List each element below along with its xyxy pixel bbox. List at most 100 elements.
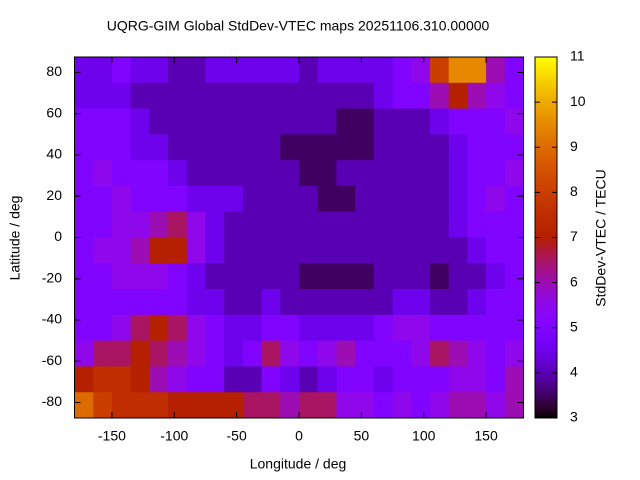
heatmap-cell <box>373 392 394 419</box>
heatmap-cell <box>486 392 506 419</box>
heatmap-cell <box>242 82 263 110</box>
heatmap-cell <box>486 82 506 110</box>
heatmap-cell <box>373 263 394 290</box>
heatmap-cell <box>504 366 524 393</box>
heatmap-cell <box>299 366 319 393</box>
heatmap-cell <box>429 185 450 213</box>
heatmap-cell <box>261 82 281 110</box>
colorbar-tick-label: 9 <box>570 138 578 154</box>
heatmap-cell <box>486 134 506 161</box>
heatmap-cell <box>205 340 225 367</box>
chart-title: UQRG-GIM Global StdDev-VTEC maps 2025110… <box>107 18 490 34</box>
heatmap-cell <box>467 340 487 367</box>
heatmap-cell <box>149 57 169 84</box>
heatmap-cell <box>168 185 188 213</box>
heatmap-cell <box>205 263 225 290</box>
heatmap-cell <box>186 185 206 213</box>
heatmap-cell <box>130 108 150 135</box>
heatmap-cell <box>149 263 169 290</box>
heatmap-cell <box>504 392 524 419</box>
heatmap-cell <box>280 314 300 342</box>
heatmap-cell <box>299 340 319 367</box>
heatmap-cell <box>355 263 375 290</box>
heatmap-cell <box>224 263 244 290</box>
heatmap-cell <box>429 366 450 393</box>
heatmap-cell <box>467 134 487 161</box>
y-tick-label: -80 <box>42 393 62 409</box>
heatmap-cell <box>299 263 319 290</box>
heatmap-cell <box>242 392 263 419</box>
heatmap-cell <box>448 314 468 342</box>
heatmap-cell <box>261 185 281 213</box>
heatmap-cell <box>261 289 281 316</box>
heatmap-cell <box>168 263 188 290</box>
heatmap-cell <box>149 392 169 419</box>
heatmap-cell <box>224 340 244 367</box>
heatmap-cell <box>373 289 394 316</box>
heatmap-cell <box>111 366 132 393</box>
heatmap-cell <box>93 237 113 264</box>
colorbar-tick-label: 10 <box>570 93 586 109</box>
heatmap-cell <box>149 314 169 342</box>
heatmap-cell <box>168 366 188 393</box>
heatmap-cell <box>168 82 188 110</box>
heatmap-cell <box>224 108 244 135</box>
heatmap-cell <box>355 366 375 393</box>
heatmap-cell <box>355 289 375 316</box>
heatmap-cell <box>186 82 206 110</box>
heatmap-cell <box>317 340 337 367</box>
heatmap-cell <box>168 237 188 264</box>
heatmap-cell <box>467 108 487 135</box>
heatmap-cell <box>186 366 206 393</box>
heatmap-cell <box>467 289 487 316</box>
heatmap-cell <box>224 289 244 316</box>
heatmap-cell <box>429 392 450 419</box>
heatmap-cell <box>429 314 450 342</box>
heatmap-cell <box>429 160 450 187</box>
heatmap-cell <box>74 57 94 84</box>
heatmap-cell <box>111 289 132 316</box>
heatmap-cell <box>130 366 150 393</box>
heatmap-cell <box>149 185 169 213</box>
heatmap-cell <box>317 185 337 213</box>
heatmap-cell <box>224 392 244 419</box>
heatmap-cell <box>373 185 394 213</box>
heatmap-cell <box>130 211 150 238</box>
heatmap-cell <box>280 237 300 264</box>
heatmap-cell <box>317 57 337 84</box>
heatmap-cell <box>467 160 487 187</box>
heatmap-cell <box>373 160 394 187</box>
heatmap-cell <box>242 108 263 135</box>
x-tick-label: -50 <box>227 428 247 444</box>
heatmap-cell <box>504 340 524 367</box>
heatmap-cell <box>299 185 319 213</box>
heatmap-cell <box>111 57 132 84</box>
heatmap-cell <box>504 160 524 187</box>
heatmap-cell <box>168 314 188 342</box>
heatmap-cell <box>317 160 337 187</box>
heatmap-cell <box>149 366 169 393</box>
y-tick-label: -20 <box>42 269 62 285</box>
heatmap-cell <box>74 340 94 367</box>
heatmap-cell <box>373 134 394 161</box>
heatmap-cell <box>168 289 188 316</box>
heatmap-cell <box>299 314 319 342</box>
heatmap-cell <box>355 392 375 419</box>
heatmap-cell <box>317 263 337 290</box>
heatmap-cell <box>242 314 263 342</box>
heatmap-cell <box>317 289 337 316</box>
x-tick-label: 50 <box>354 428 370 444</box>
heatmap-cell <box>205 289 225 316</box>
heatmap-cell <box>373 366 394 393</box>
heatmap-cell <box>280 366 300 393</box>
heatmap-cell <box>448 211 468 238</box>
heatmap-cell <box>299 160 319 187</box>
heatmap-cell <box>392 57 412 84</box>
heatmap-cell <box>336 185 356 213</box>
heatmap-cell <box>392 314 412 342</box>
heatmap-cell <box>373 108 394 135</box>
heatmap-cell <box>429 57 450 84</box>
heatmap-cell <box>355 134 375 161</box>
heatmap-cell <box>336 108 356 135</box>
heatmap-cell <box>336 82 356 110</box>
